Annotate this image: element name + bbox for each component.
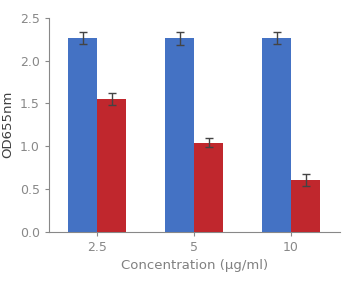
Bar bbox=[97, 99, 126, 232]
Bar bbox=[165, 38, 194, 232]
Bar bbox=[68, 38, 97, 232]
Bar bbox=[291, 180, 320, 232]
Bar bbox=[194, 143, 223, 232]
Bar bbox=[262, 38, 291, 232]
X-axis label: Concentration (μg/ml): Concentration (μg/ml) bbox=[121, 259, 268, 272]
Y-axis label: OD655nm: OD655nm bbox=[1, 91, 14, 158]
